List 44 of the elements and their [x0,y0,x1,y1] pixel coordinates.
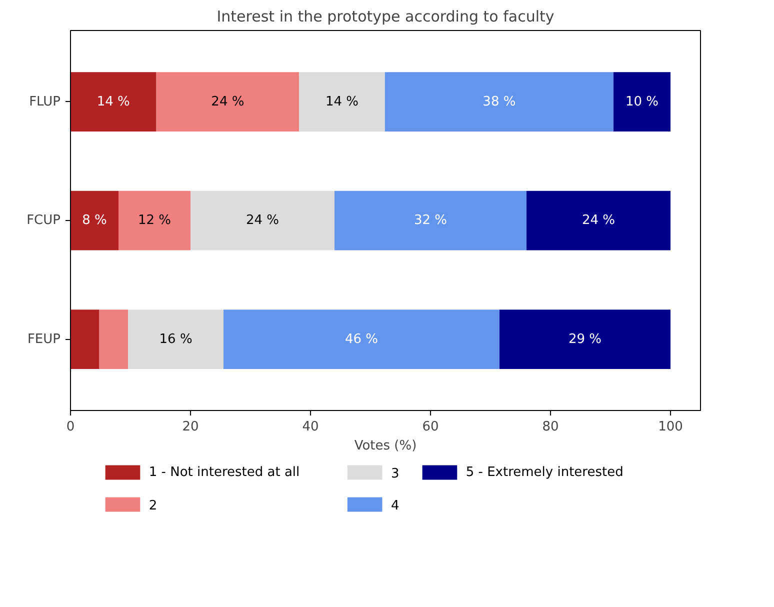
data-label: 8 % [82,213,107,228]
bar [70,310,100,369]
data-label: 24 % [582,213,616,228]
bar [299,72,385,132]
bar [99,310,128,369]
data-label: 12 % [138,213,172,228]
bar [384,72,614,132]
data-label: 10 % [625,94,659,110]
bar [334,190,526,250]
bar [224,310,500,369]
legend-label: 3 [390,466,400,482]
bar [500,310,670,369]
bar [190,190,334,250]
y-tick-label: FCUP [26,213,61,228]
legend-label: 4 [390,498,400,514]
data-label: 24 % [246,213,280,228]
y-tick-label: FLUP [29,94,61,110]
bar [128,310,224,369]
x-tick-label: 80 [542,420,559,434]
bar [70,190,118,250]
data-label: 38 % [482,94,516,110]
data-label: 29 % [568,332,602,347]
y-tick-label: FEUP [27,332,61,347]
data-label: 14 % [325,94,359,110]
bar [526,190,670,250]
bar [118,190,190,250]
chart-title: Interest in the prototype according to faculty [216,8,554,26]
x-tick-label: 0 [66,420,75,434]
bar [614,72,670,132]
x-tick-label: 100 [658,420,683,434]
bar [70,72,156,132]
data-label: 46 % [344,332,378,347]
bar [156,72,300,132]
legend-label: 5 - Extremely interested [466,465,624,480]
data-label: 24 % [211,94,244,110]
x-tick-label: 40 [302,420,319,434]
legend-label: 2 [148,498,158,514]
x-tick-label: 60 [422,420,439,434]
x-axis-title: Votes (%) [354,438,417,454]
data-label: 14 % [96,94,130,110]
legend-label: 1 - Not interested at all [148,465,300,480]
data-label: 16 % [159,332,192,347]
data-label: 32 % [414,213,448,228]
x-tick-label: 20 [182,420,199,434]
